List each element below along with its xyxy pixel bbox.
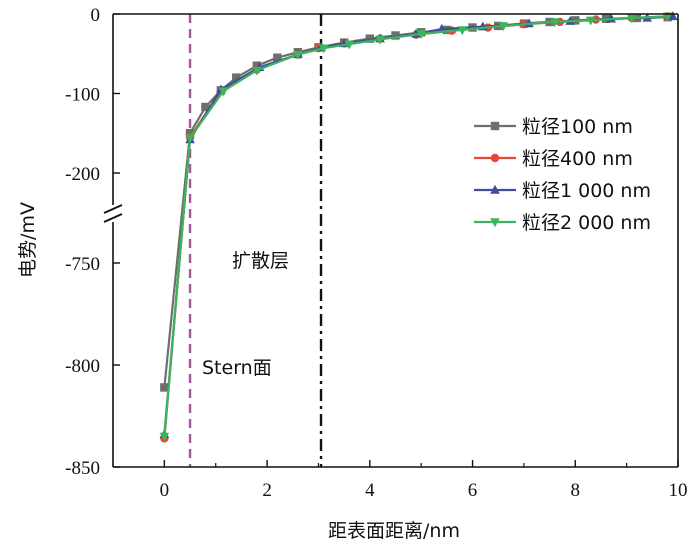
- data-point: [159, 432, 170, 442]
- data-point: [273, 53, 282, 62]
- series-layer: [159, 11, 678, 443]
- y-tick-label: -200: [65, 164, 100, 185]
- axis-break-mark: [103, 204, 123, 214]
- data-point: [668, 11, 678, 21]
- legend-label: 粒径100 nm: [522, 116, 633, 138]
- legend-item: 粒径2 000 nm: [474, 212, 651, 234]
- legend-item: 粒径100 nm: [474, 116, 633, 138]
- data-point: [218, 87, 229, 97]
- data-point: [201, 102, 210, 112]
- data-point: [185, 134, 195, 144]
- series-line: [163, 16, 668, 388]
- y-axis-label: 电势/mV: [17, 202, 39, 278]
- x-tick-label: 4: [365, 480, 375, 501]
- x-tick-label: 0: [160, 480, 170, 501]
- data-point: [626, 14, 637, 24]
- y-tick-label: 0: [91, 5, 101, 26]
- y-tick-label: -800: [65, 356, 100, 377]
- data-point: [375, 35, 385, 45]
- data-point: [232, 73, 241, 82]
- data-point: [457, 26, 468, 36]
- data-point: [252, 66, 262, 76]
- reference-lines: [188, 14, 323, 467]
- stern-annotation: Stern面: [202, 357, 272, 379]
- data-point: [365, 34, 375, 43]
- axis-ticks: 0 2 4 6 8 10 0 -100 -200 -750 -800 -850: [65, 5, 687, 501]
- x-tick-label: 10: [669, 480, 688, 501]
- data-point: [318, 44, 329, 54]
- legend-item: 粒径1 000 nm: [474, 180, 651, 202]
- x-axis-label: 距表面距离/nm: [328, 520, 460, 542]
- legend: 粒径100 nm 粒径400 nm 粒径1 000 nm 粒径2 000 nm: [474, 116, 651, 234]
- data-point: [293, 50, 303, 60]
- data-point: [662, 12, 673, 22]
- series-4: [159, 12, 673, 442]
- data-point: [160, 383, 169, 392]
- plot-frame: [103, 13, 679, 468]
- data-point: [344, 40, 355, 50]
- data-point: [490, 218, 500, 228]
- x-tick-label: 6: [468, 480, 478, 501]
- data-point: [549, 18, 560, 28]
- data-point: [498, 22, 509, 32]
- legend-label: 粒径400 nm: [522, 148, 633, 170]
- data-point: [391, 31, 400, 40]
- data-point: [416, 30, 426, 40]
- diffuse-layer-annotation: 扩散层: [232, 250, 289, 272]
- data-point: [490, 121, 500, 131]
- legend-label: 粒径2 000 nm: [522, 212, 651, 234]
- data-point: [490, 184, 500, 194]
- axis-break-mark: [103, 213, 123, 223]
- x-tick-label: 2: [262, 480, 272, 501]
- series-1: [160, 12, 672, 392]
- legend-item: 粒径400 nm: [474, 148, 633, 170]
- data-point: [490, 153, 500, 163]
- y-tick-label: -750: [65, 254, 100, 275]
- x-tick-label: 8: [571, 480, 581, 501]
- legend-label: 粒径1 000 nm: [522, 180, 651, 202]
- data-point: [585, 16, 596, 26]
- y-tick-label: -850: [65, 458, 100, 479]
- y-tick-label: -100: [65, 85, 100, 106]
